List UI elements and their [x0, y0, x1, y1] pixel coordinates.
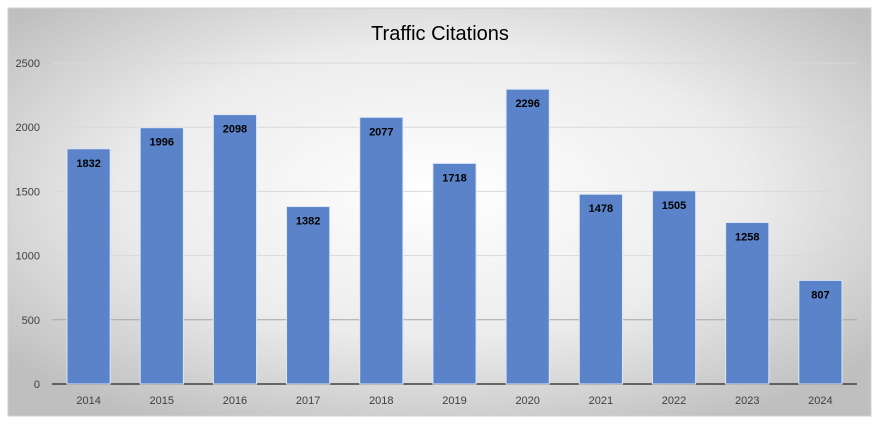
bar-2019	[432, 162, 477, 385]
x-tick-label: 2014	[76, 395, 100, 407]
data-label: 1478	[589, 203, 613, 215]
chart-title: Traffic Citations	[371, 23, 509, 45]
x-tick-label: 2020	[515, 395, 539, 407]
bar-2021	[578, 193, 623, 385]
x-tick-label: 2023	[735, 395, 759, 407]
x-tick-label: 2022	[662, 395, 686, 407]
bar-2020	[505, 88, 550, 385]
data-label: 1718	[442, 172, 466, 184]
data-label: 2077	[369, 126, 393, 138]
data-label: 807	[811, 289, 829, 301]
bar-2015	[139, 127, 184, 385]
x-tick-label: 2015	[150, 395, 174, 407]
data-label: 1258	[735, 231, 759, 243]
data-label: 2296	[515, 98, 539, 110]
bar-2014	[66, 148, 111, 385]
data-label: 2098	[223, 124, 247, 136]
y-tick-label: 2500	[16, 58, 40, 70]
x-tick-label: 2017	[296, 395, 320, 407]
y-tick-label: 1500	[16, 186, 40, 198]
y-tick-label: 500	[22, 315, 40, 327]
x-tick-label: 2019	[442, 395, 466, 407]
data-label: 1505	[662, 200, 686, 212]
y-tick-label: 1000	[16, 251, 40, 263]
x-tick-label: 2021	[589, 395, 613, 407]
y-tick-label: 0	[34, 379, 40, 391]
x-tick-label: 2024	[808, 395, 832, 407]
x-tick-label: 2018	[369, 395, 393, 407]
bar-2016	[212, 114, 258, 385]
data-label: 1382	[296, 216, 320, 228]
bar-2017	[286, 206, 331, 385]
data-label: 1832	[76, 158, 100, 170]
bar-2024	[798, 279, 843, 385]
data-label: 1996	[150, 137, 174, 149]
bar-2023	[725, 221, 770, 385]
bar-2022	[651, 190, 697, 385]
x-tick-label: 2016	[223, 395, 247, 407]
bar-2018	[359, 116, 404, 385]
y-tick-label: 2000	[16, 122, 40, 134]
